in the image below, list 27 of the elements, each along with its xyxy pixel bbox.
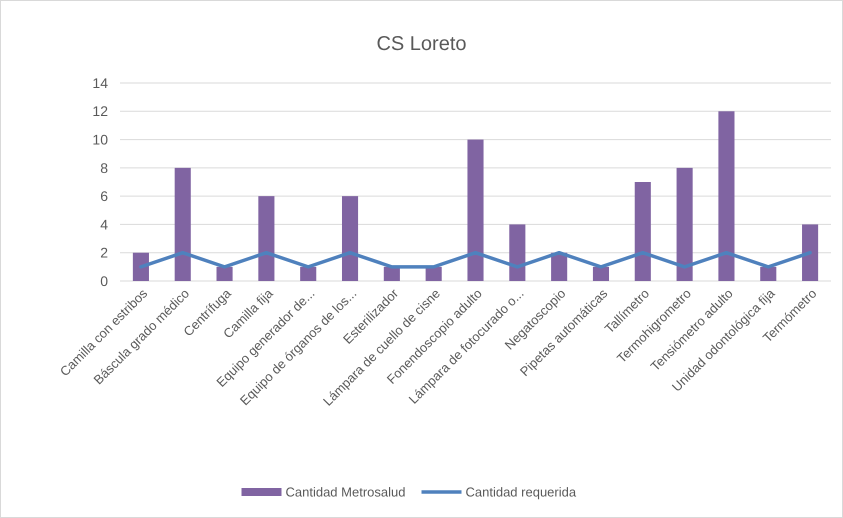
- bar: [467, 140, 484, 281]
- y-tick-label: 8: [100, 160, 108, 176]
- legend-label: Cantidad requerida: [466, 484, 577, 500]
- bar: [342, 196, 358, 281]
- bar: [132, 252, 149, 281]
- bar: [592, 266, 610, 281]
- y-tick-label: 4: [100, 216, 108, 232]
- y-tick-label: 10: [92, 131, 108, 148]
- bar: [300, 266, 316, 281]
- bar: [509, 224, 526, 281]
- bar: [216, 266, 233, 281]
- bar: [634, 182, 651, 281]
- legend-label: Cantidad Metrosalud: [286, 484, 406, 500]
- y-tick-label: 14: [92, 74, 108, 91]
- chart-title: CS Loreto: [376, 33, 467, 55]
- bar: [258, 196, 274, 281]
- bar: [676, 168, 693, 281]
- y-tick-label: 6: [100, 188, 108, 204]
- bar: [802, 224, 818, 281]
- bar: [760, 266, 776, 281]
- bar: [426, 266, 442, 281]
- bar: [174, 168, 191, 281]
- y-tick-label: 2: [100, 244, 108, 261]
- y-tick-label: 0: [100, 272, 108, 289]
- bar: [384, 266, 400, 281]
- bar: [718, 111, 734, 281]
- y-tick-label: 12: [92, 103, 108, 120]
